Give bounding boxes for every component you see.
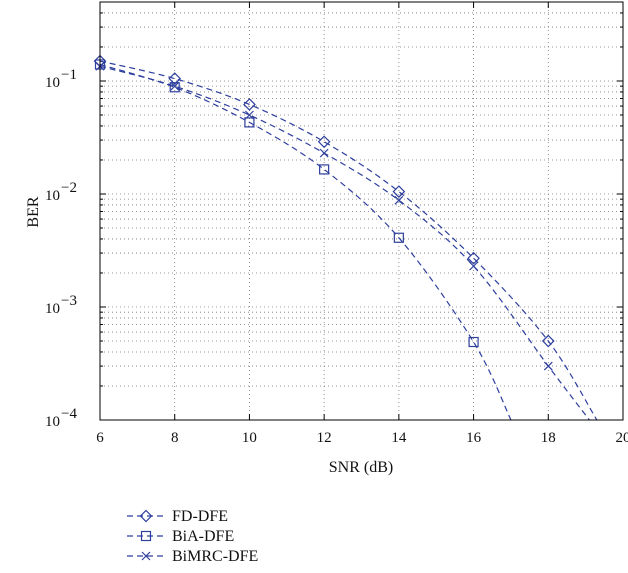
legend-marker xyxy=(139,509,153,523)
data-point-fd-dfe xyxy=(317,135,331,149)
legend-item-fd-dfe: FD-DFE xyxy=(127,508,228,525)
y-tick-label: 10 xyxy=(45,75,60,91)
y-tick-label: 10 xyxy=(45,414,60,430)
plot-background xyxy=(100,2,623,420)
x-tick-label: 10 xyxy=(242,430,257,446)
data-point-fd-dfe xyxy=(541,334,555,348)
legend-marker xyxy=(141,551,151,561)
x-tick-label: 16 xyxy=(466,430,482,446)
x-axis-label: SNR (dB) xyxy=(329,459,393,476)
y-tick-label: 10 xyxy=(45,188,60,204)
x-tick-label: 20 xyxy=(616,430,628,446)
series-line-bimrc-dfe xyxy=(100,65,590,420)
x-tick-label: 6 xyxy=(96,430,104,446)
data-point-bimrc-dfe xyxy=(394,195,404,205)
y-tick-label-exponent: −1 xyxy=(61,67,77,83)
legend-label: BiMRC-DFE xyxy=(172,548,258,565)
y-tick-label-exponent: −2 xyxy=(61,180,77,196)
legend-label: BiA-DFE xyxy=(172,528,234,545)
ticks xyxy=(99,1,624,421)
y-axis-label: BER xyxy=(25,196,42,227)
x-tick-label: 18 xyxy=(541,430,556,446)
legend-item-bia-dfe: BiA-DFE xyxy=(127,528,234,545)
data-point-bia-dfe xyxy=(393,232,404,243)
grid xyxy=(100,2,623,420)
x-tick-labels: 6 8 10 12 14 16 18 20 xyxy=(96,430,628,446)
series-line-fd-dfe xyxy=(100,60,598,420)
legend: FD-DFE BiA-DFE BiMRC-DFE xyxy=(127,508,258,565)
marker-layer xyxy=(93,54,555,371)
data-point-bimrc-dfe xyxy=(245,110,254,120)
data-point-bimrc-dfe xyxy=(543,361,553,371)
x-tick-label: 8 xyxy=(171,430,179,446)
legend-item-bimrc-dfe: BiMRC-DFE xyxy=(127,548,258,565)
y-tick-labels: 10−410−310−210−1 xyxy=(45,67,77,430)
y-tick-label-exponent: −4 xyxy=(61,406,77,422)
legend-label: FD-DFE xyxy=(172,508,228,525)
y-tick-label: 10 xyxy=(45,301,60,317)
data-point-fd-dfe xyxy=(392,185,406,198)
data-point-bia-dfe xyxy=(244,117,255,128)
data-point-fd-dfe xyxy=(467,251,480,265)
data-point-fd-dfe xyxy=(243,98,256,111)
data-point-bia-dfe xyxy=(169,82,180,93)
data-point-bimrc-dfe xyxy=(170,81,180,91)
data-point-bia-dfe xyxy=(468,336,479,348)
x-tick-label: 12 xyxy=(317,430,332,446)
x-tick-label: 14 xyxy=(391,430,407,446)
data-point-bimrc-dfe xyxy=(319,148,329,158)
legend-marker xyxy=(140,530,152,542)
data-point-bimrc-dfe xyxy=(469,261,478,271)
data-point-bia-dfe xyxy=(319,164,330,175)
data-point-fd-dfe xyxy=(168,72,182,85)
y-tick-label-exponent: −3 xyxy=(61,293,77,309)
